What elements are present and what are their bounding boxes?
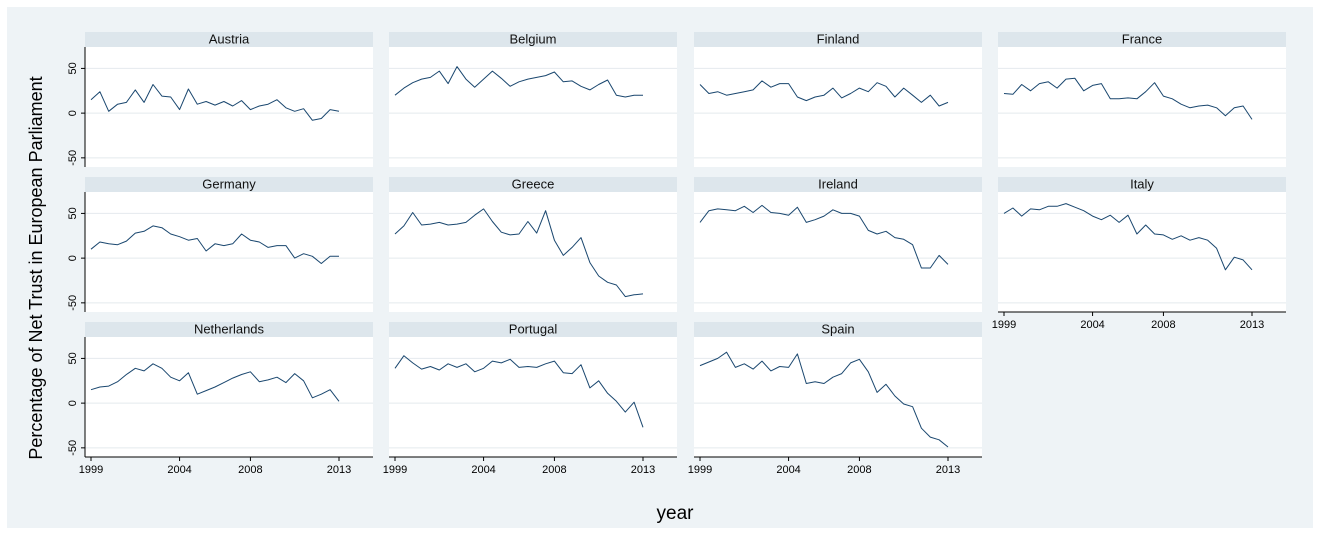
panel-title-ireland: Ireland: [818, 177, 858, 192]
series-line-ireland: [699, 204, 949, 269]
x-tick-label: 2008: [542, 464, 566, 476]
panel-strip-finland: [694, 32, 982, 47]
x-tick-label: 2013: [936, 464, 960, 476]
x-tick-label: 2004: [471, 464, 495, 476]
panel-strip-italy: [998, 177, 1286, 192]
panel-plot-area-greece: [389, 192, 677, 312]
panel-strip-greece: [389, 177, 677, 192]
panel-plot-area-netherlands: [85, 337, 373, 457]
panel-plot-area-belgium: [389, 47, 677, 167]
panel-title-italy: Italy: [1130, 177, 1154, 192]
panel-title-spain: Spain: [821, 322, 854, 337]
panel-plot-area-france: [998, 47, 1286, 167]
panel-strip-portugal: [389, 322, 677, 337]
panel-plot-area-germany: [85, 192, 373, 312]
y-tick-label: 0: [67, 400, 79, 406]
panel-strip-austria: [85, 32, 373, 47]
panel-title-germany: Germany: [202, 177, 256, 192]
x-tick-label: 2004: [776, 464, 800, 476]
panel-plot-area-italy: [998, 192, 1286, 312]
panel-plot-area-spain: [694, 337, 982, 457]
x-tick-label: 1999: [992, 319, 1016, 331]
y-tick-label: 0: [67, 110, 79, 116]
panel-strip-germany: [85, 177, 373, 192]
panel-strip-france: [998, 32, 1286, 47]
panel-strip-netherlands: [85, 322, 373, 337]
x-tick-label: 1999: [688, 464, 712, 476]
series-line-austria: [90, 84, 340, 121]
x-tick-label: 2004: [167, 464, 191, 476]
panel-title-portugal: Portugal: [509, 322, 558, 337]
panel-title-greece: Greece: [512, 177, 555, 192]
x-tick-label: 1999: [383, 464, 407, 476]
y-tick-label: 50: [67, 62, 79, 74]
series-line-italy: [1003, 203, 1253, 271]
x-tick-label: 2008: [847, 464, 871, 476]
series-line-belgium: [394, 66, 643, 98]
series-line-france: [1003, 77, 1253, 120]
figure-background: Percentage of Net Trust in European Parl…: [7, 7, 1313, 528]
y-tick-label: -50: [67, 150, 79, 166]
y-tick-label: 0: [67, 255, 79, 261]
series-line-netherlands: [90, 363, 340, 402]
panel-title-netherlands: Netherlands: [194, 322, 265, 337]
series-line-portugal: [394, 355, 644, 428]
panel-title-finland: Finland: [817, 32, 860, 47]
y-tick-label: 50: [67, 352, 79, 364]
x-tick-label: 2013: [631, 464, 655, 476]
panel-title-france: France: [1122, 32, 1162, 47]
y-tick-label: -50: [67, 440, 79, 456]
series-line-spain: [699, 351, 949, 448]
panel-plot-area-finland: [694, 47, 982, 167]
x-tick-label: 1999: [79, 464, 103, 476]
panel-strip-ireland: [694, 177, 982, 192]
x-tick-label: 2013: [1240, 319, 1264, 331]
small-multiples-line-chart: Percentage of Net Trust in European Parl…: [26, 32, 1286, 524]
x-tick-label: 2008: [1151, 319, 1175, 331]
x-tick-label: 2013: [327, 464, 351, 476]
panel-strip-spain: [694, 322, 982, 337]
panel-plot-area-portugal: [389, 337, 677, 457]
series-line-germany: [90, 225, 339, 264]
panel-strip-belgium: [389, 32, 677, 47]
series-line-greece: [394, 208, 644, 298]
x-tick-label: 2008: [238, 464, 262, 476]
panel-title-belgium: Belgium: [510, 32, 557, 47]
panel-plot-area-austria: [85, 47, 373, 167]
series-line-finland: [699, 80, 949, 107]
x-axis-title: year: [657, 503, 695, 524]
y-axis-title: Percentage of Net Trust in European Parl…: [26, 76, 46, 459]
y-tick-label: -50: [67, 295, 79, 311]
x-tick-label: 2004: [1080, 319, 1104, 331]
y-tick-label: 50: [67, 207, 79, 219]
panel-title-austria: Austria: [209, 32, 250, 47]
